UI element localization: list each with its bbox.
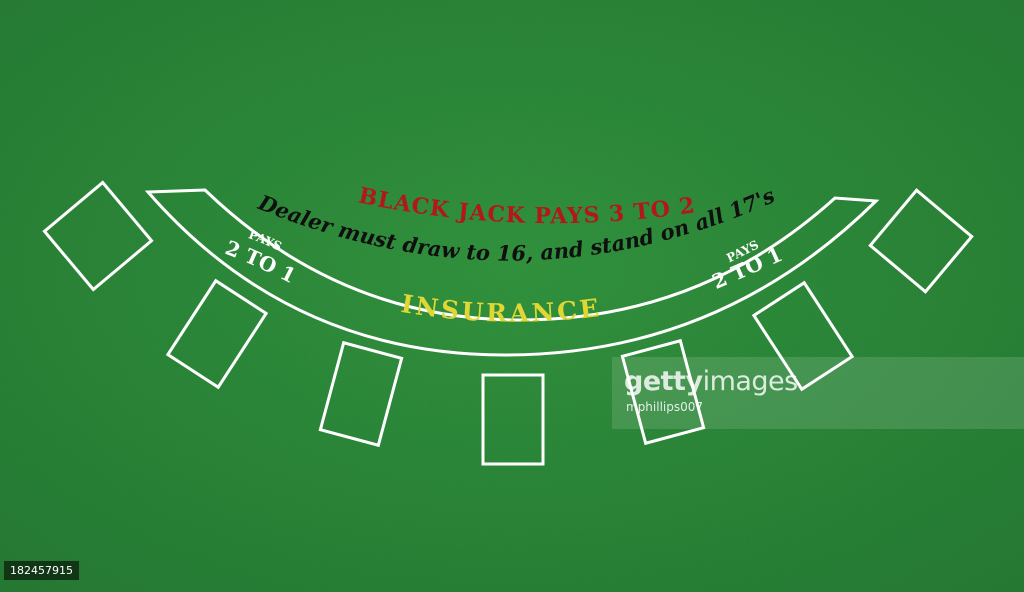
watermark-band — [612, 357, 1024, 429]
image-id-label: 182457915 — [4, 561, 79, 580]
betting-spot-7[interactable] — [868, 188, 974, 294]
watermark-credit: mphillips007 — [626, 400, 704, 414]
watermark-logo-bold: getty — [624, 366, 703, 397]
betting-spot-1[interactable] — [42, 180, 154, 292]
getty-images-watermark: gettyimages — [624, 366, 798, 397]
betting-spot-4[interactable] — [481, 373, 545, 466]
insurance-band — [144, 188, 880, 357]
betting-spots — [42, 180, 974, 466]
betting-spot-3[interactable] — [318, 340, 404, 448]
betting-spot-2[interactable] — [165, 278, 269, 390]
betting-spot-6[interactable] — [751, 280, 855, 392]
watermark-logo-regular: images — [702, 366, 799, 397]
betting-spot-5[interactable] — [620, 338, 706, 446]
